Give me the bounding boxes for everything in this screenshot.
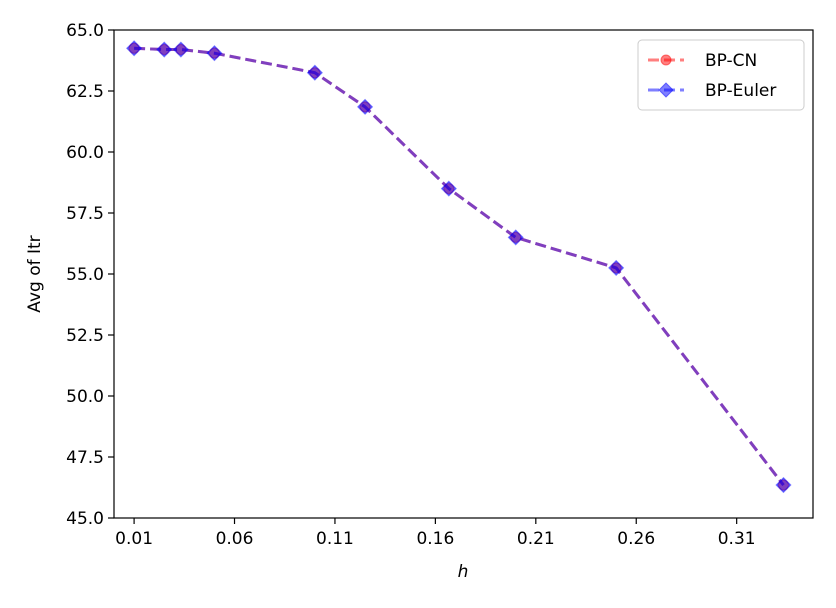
legend-box <box>637 39 805 111</box>
x-axis-label: h <box>458 562 469 582</box>
y-axis-label: Avg of Itr <box>25 235 45 312</box>
legend-label-1: BP-Euler <box>705 81 776 101</box>
y-tick-label: 65.0 <box>66 21 104 41</box>
data-point-1 <box>172 41 189 58</box>
x-tick-label: 0.06 <box>216 529 254 549</box>
data-point-1 <box>440 180 457 197</box>
y-tick-label: 50.0 <box>66 387 104 407</box>
data-point-1 <box>126 40 143 57</box>
x-axis: 0.01 0.06 0.11 0.16 0.21 0.26 0.31 <box>115 518 756 549</box>
data-point-1 <box>306 64 323 81</box>
series-line-1 <box>134 46 785 487</box>
data-point-1 <box>156 41 173 58</box>
y-axis: 45.0 47.5 50.0 52.5 55.0 57.5 60.0 62.5 65.0 <box>66 21 114 529</box>
series-layer <box>126 40 792 494</box>
legend-marker-0 <box>660 54 672 66</box>
y-tick-label: 60.0 <box>66 143 104 163</box>
y-tick-label: 52.5 <box>66 326 104 346</box>
data-point-1 <box>507 229 524 246</box>
x-tick-label: 0.31 <box>718 529 756 549</box>
x-tick-label: 0.01 <box>115 529 153 549</box>
data-point-1 <box>775 476 792 494</box>
legend: BP-CN BP-Euler <box>637 39 805 111</box>
x-tick-label: 0.26 <box>617 529 655 549</box>
x-tick-label: 0.21 <box>517 529 555 549</box>
data-point-1 <box>608 259 625 276</box>
y-tick-label: 62.5 <box>66 82 104 102</box>
y-tick-label: 45.0 <box>66 509 104 529</box>
legend-label-0: BP-CN <box>705 51 757 71</box>
data-point-1 <box>357 98 374 115</box>
y-tick-label: 57.5 <box>66 204 104 224</box>
y-tick-label: 47.5 <box>66 448 104 468</box>
legend-marker-1 <box>658 82 674 98</box>
y-tick-label: 55.0 <box>66 265 104 285</box>
data-point-1 <box>206 45 223 62</box>
x-tick-label: 0.16 <box>416 529 454 549</box>
x-tick-label: 0.11 <box>316 529 354 549</box>
